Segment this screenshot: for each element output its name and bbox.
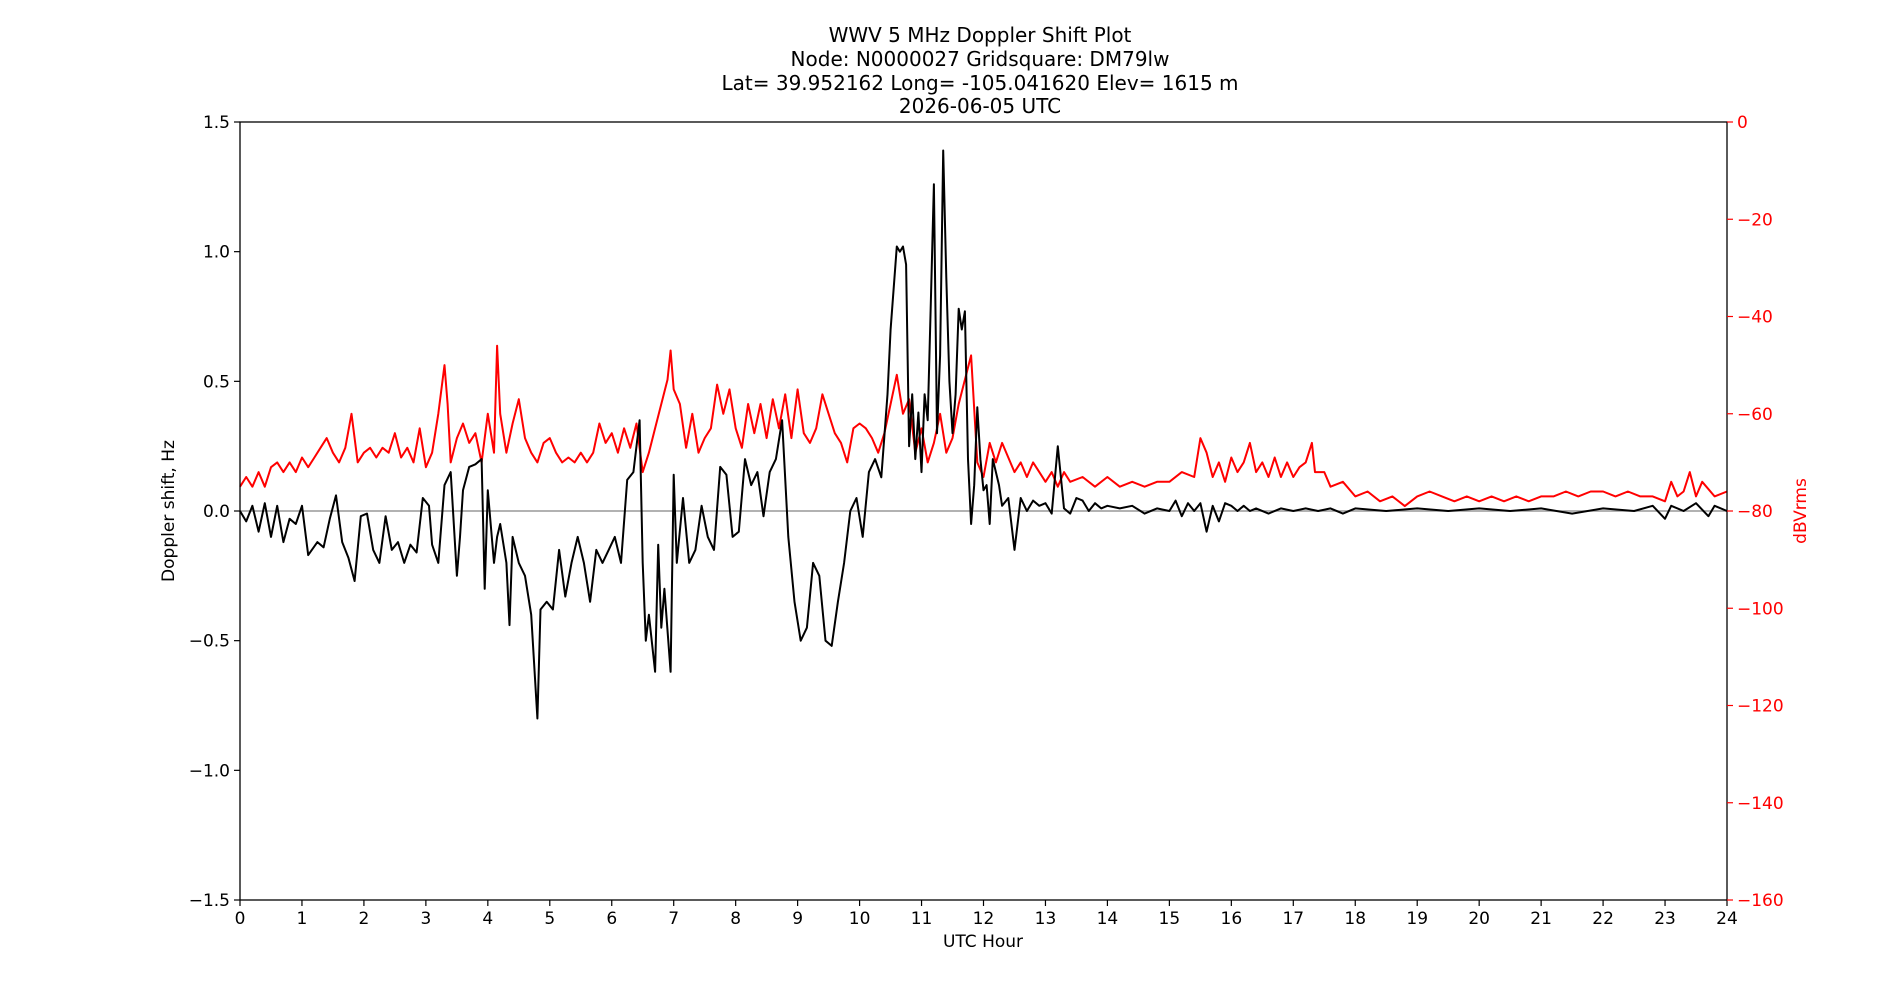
- x-tick-label: 4: [482, 909, 493, 929]
- y-tick-label: 1.0: [203, 243, 230, 263]
- y2-tick-label: −40: [1737, 308, 1773, 328]
- x-tick-label: 14: [1097, 909, 1119, 929]
- x-tick-label: 6: [606, 909, 617, 929]
- x-tick-label: 2: [359, 909, 370, 929]
- power-series-line: [239, 344, 1728, 508]
- chart-title-line-1: WWV 5 MHz Doppler Shift Plot: [829, 23, 1132, 47]
- x-tick-label: 12: [973, 909, 995, 929]
- x-tick-label: 16: [1221, 909, 1243, 929]
- y2-tick-label: −140: [1737, 794, 1784, 814]
- x-tick-label: 0: [235, 909, 246, 929]
- y-tick-label: 0.5: [203, 372, 230, 392]
- y-axis-right: 0 −20 −40 −60 −80 −100 −120 −140 −160: [1727, 113, 1784, 911]
- x-tick-label: 7: [668, 909, 679, 929]
- x-tick-label: 5: [544, 909, 555, 929]
- x-tick-label: 17: [1282, 909, 1304, 929]
- chart-title-line-3: Lat= 39.952162 Long= -105.041620 Elev= 1…: [721, 71, 1238, 95]
- chart-title-line-2: Node: N0000027 Gridsquare: DM79lw: [791, 47, 1170, 71]
- doppler-series-line: [239, 149, 1728, 720]
- x-tick-label: 9: [792, 909, 803, 929]
- y2-tick-label: −80: [1737, 502, 1773, 522]
- chart-title-line-4: 2026-06-05 UTC: [899, 94, 1061, 118]
- x-tick-label: 20: [1468, 909, 1490, 929]
- x-tick-label: 11: [911, 909, 933, 929]
- x-tick-label: 24: [1716, 909, 1738, 929]
- x-tick-label: 1: [297, 909, 308, 929]
- y2-tick-label: 0: [1737, 113, 1748, 133]
- y-axis-label: Doppler shift, Hz: [159, 440, 179, 582]
- x-tick-label: 8: [730, 909, 741, 929]
- series-layer: [239, 149, 1728, 720]
- y-tick-label: 0.0: [203, 502, 230, 522]
- y2-tick-label: −160: [1737, 891, 1784, 911]
- y2-axis-label: dBVrms: [1791, 478, 1811, 544]
- x-tick-label: 21: [1530, 909, 1552, 929]
- chart-title: WWV 5 MHz Doppler Shift Plot Node: N0000…: [721, 23, 1238, 118]
- x-tick-label: 18: [1344, 909, 1366, 929]
- y-tick-label: −1.0: [189, 761, 230, 781]
- x-tick-label: 15: [1159, 909, 1181, 929]
- y-axis-left: 1.5 1.0 0.5 0.0 −0.5 −1.0 −1.5: [189, 113, 240, 911]
- x-tick-label: 10: [849, 909, 871, 929]
- x-axis: 0 1 2 3 4 5 6 7 8 9 10 11 12 13 14 15 16 17 18 19 20 21 22 23 24: [235, 900, 1738, 929]
- x-tick-label: 19: [1406, 909, 1428, 929]
- x-tick-label: 22: [1592, 909, 1614, 929]
- y-tick-label: −0.5: [189, 632, 230, 652]
- y-tick-label: 1.5: [203, 113, 230, 133]
- x-axis-label: UTC Hour: [943, 932, 1023, 952]
- y-tick-label: −1.5: [189, 891, 230, 911]
- y2-tick-label: −120: [1737, 697, 1784, 717]
- y2-tick-label: −100: [1737, 599, 1784, 619]
- x-tick-label: 13: [1035, 909, 1057, 929]
- y2-tick-label: −60: [1737, 405, 1773, 425]
- x-tick-label: 3: [420, 909, 431, 929]
- y2-tick-label: −20: [1737, 210, 1773, 230]
- x-tick-label: 23: [1654, 909, 1676, 929]
